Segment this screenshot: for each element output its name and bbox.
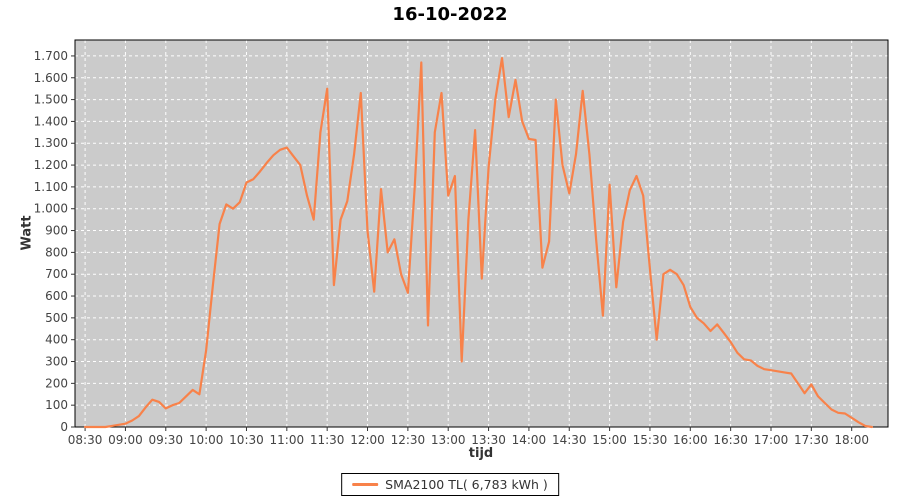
y-tick-label: 900 [45,224,68,238]
x-tick-label: 16:00 [673,433,708,447]
y-tick-label: 1.300 [34,136,68,150]
x-tick-label: 09:30 [148,433,183,447]
x-tick-label: 15:30 [633,433,668,447]
y-tick-label: 1.100 [34,180,68,194]
x-tick-label: 17:30 [794,433,829,447]
y-tick-label: 1.600 [34,71,68,85]
y-tick-label: 800 [45,245,68,259]
x-tick-label: 08:30 [68,433,103,447]
y-axis-title: Watt [19,215,35,251]
series-line-sma2100 [83,56,874,429]
y-tick-label: 600 [45,289,68,303]
x-tick-label: 12:00 [350,433,385,447]
y-tick-label: 300 [45,355,68,369]
x-tick-label: 17:00 [754,433,789,447]
x-tick-label: 09:00 [108,433,143,447]
y-tick-label: 0 [60,420,68,434]
legend-line-swatch [352,483,379,486]
x-tick-label: 15:00 [592,433,627,447]
x-tick-label: 10:00 [189,433,224,447]
x-tick-label: 14:00 [512,433,547,447]
chart-title: 16-10-2022 [392,4,508,25]
x-tick-label: 16:30 [713,433,748,447]
y-tick-label: 1.500 [34,93,68,107]
y-tick-label: 1.700 [34,49,68,63]
x-tick-label: 18:00 [834,433,869,447]
legend: SMA2100 TL( 6,783 kWh ) [341,473,559,496]
y-tick-label: 1.400 [34,114,68,128]
x-axis-title: tijd [468,446,494,461]
x-tick-label: 11:30 [310,433,345,447]
x-tick-label: 13:30 [471,433,506,447]
y-tick-label: 1.200 [34,158,68,172]
x-tick-label: 11:00 [270,433,305,447]
x-tick-label: 14:30 [552,433,587,447]
y-tick-label: 200 [45,376,68,390]
y-tick-label: 700 [45,267,68,281]
y-tick-label: 100 [45,398,68,412]
legend-label: SMA2100 TL( 6,783 kWh ) [385,477,548,492]
y-tick-label: 500 [45,311,68,325]
plot-border [74,39,889,428]
x-tick-label: 12:30 [391,433,426,447]
y-tick-label: 400 [45,333,68,347]
x-tick-label: 10:30 [229,433,264,447]
x-tick-label: 13:00 [431,433,466,447]
y-tick-label: 1.000 [34,202,68,216]
